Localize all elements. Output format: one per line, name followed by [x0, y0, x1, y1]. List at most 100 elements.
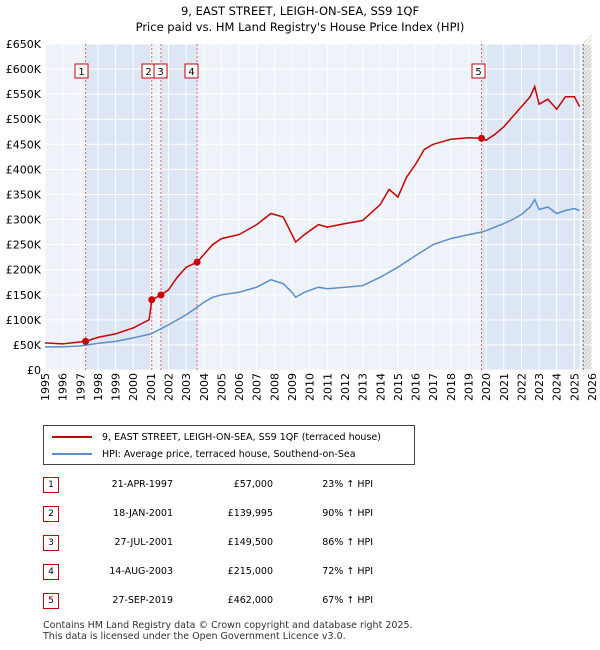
- future-hatch: [582, 194, 593, 205]
- sale-number-cell: 4: [43, 557, 83, 586]
- x-tick-label: 2014: [374, 373, 387, 401]
- future-hatch: [582, 82, 593, 93]
- x-tick-label: 2002: [163, 373, 176, 401]
- future-hatch: [582, 306, 593, 317]
- future-hatch: [582, 310, 593, 321]
- future-hatch: [582, 318, 593, 329]
- future-hatch: [582, 362, 593, 373]
- x-tick-label: 2026: [586, 373, 599, 401]
- sale-marker-badge: 5: [43, 592, 59, 609]
- future-hatch: [582, 230, 593, 241]
- y-tick-label: £50K: [13, 339, 42, 352]
- price-chart: 9, EAST STREET, LEIGH-ON-SEA, SS9 1QF Pr…: [6, 4, 599, 401]
- sale-label: 5: [475, 67, 481, 78]
- future-hatch: [582, 190, 593, 201]
- sale-price: £139,995: [227, 508, 273, 519]
- future-hatch: [582, 246, 593, 257]
- future-hatch: [582, 354, 593, 365]
- footer-copyright: Contains HM Land Registry data © Crown c…: [43, 620, 413, 631]
- future-hatch: [582, 106, 593, 117]
- x-tick-label: 2003: [180, 373, 193, 401]
- future-hatch: [582, 298, 593, 309]
- shaded-period: [160, 44, 198, 370]
- y-tick-label: £550K: [6, 88, 42, 101]
- future-hatch: [582, 346, 593, 357]
- future-hatch: [582, 210, 593, 221]
- future-hatch: [582, 170, 593, 181]
- sale-hpi-change: 67% ↑ HPI: [322, 595, 373, 606]
- sale-marker-badge: 3: [43, 534, 59, 551]
- sale-marker-badge: 4: [43, 563, 59, 580]
- sale-point: [193, 258, 201, 266]
- sale-date: 27-JUL-2001: [114, 537, 173, 548]
- future-hatch: [582, 34, 593, 45]
- future-region: [583, 44, 592, 370]
- sale-date: 14-AUG-2003: [109, 566, 173, 577]
- future-hatch: [582, 162, 593, 173]
- sale-price: £215,000: [227, 566, 273, 577]
- y-tick-label: £500K: [6, 113, 42, 126]
- future-hatch: [582, 202, 593, 213]
- sales-row: 5 27-SEP-2019 £462,000 67% ↑ HPI: [43, 586, 373, 615]
- future-hatch: [582, 134, 593, 145]
- y-tick-label: £650K: [6, 38, 42, 51]
- x-tick-label: 2019: [462, 373, 475, 401]
- future-hatch: [582, 166, 593, 177]
- future-hatch: [582, 258, 593, 269]
- future-hatch: [582, 198, 593, 209]
- sale-number-cell: 2: [43, 499, 83, 528]
- future-hatch: [582, 250, 593, 261]
- x-tick-label: 2025: [568, 373, 581, 401]
- sales-row: 2 18-JAN-2001 £139,995 90% ↑ HPI: [43, 499, 373, 528]
- sale-label: 4: [188, 67, 194, 78]
- future-hatch: [582, 138, 593, 149]
- future-hatch: [582, 94, 593, 105]
- future-hatch: [582, 70, 593, 81]
- x-tick-label: 2023: [533, 373, 546, 401]
- future-hatch: [582, 302, 593, 313]
- future-hatch: [582, 290, 593, 301]
- x-tick-label: 2000: [127, 373, 140, 401]
- x-tick-label: 2001: [145, 373, 158, 401]
- sale-number-cell: 1: [43, 470, 83, 499]
- sale-date: 27-SEP-2019: [112, 595, 173, 606]
- sale-number-cell: 5: [43, 586, 83, 615]
- future-hatch: [582, 206, 593, 217]
- sale-label-box: [471, 63, 486, 79]
- sale-point: [82, 337, 90, 345]
- future-hatch: [582, 118, 593, 129]
- future-hatch: [582, 238, 593, 249]
- sale-point: [478, 134, 486, 142]
- future-hatch: [582, 174, 593, 185]
- x-tick-label: 2015: [392, 373, 405, 401]
- future-hatch: [582, 62, 593, 73]
- x-tick-label: 2010: [304, 373, 317, 401]
- future-hatch: [582, 102, 593, 113]
- future-hatch: [582, 294, 593, 305]
- x-tick-label: 2004: [198, 373, 211, 401]
- future-hatch: [582, 254, 593, 265]
- x-tick-label: 2007: [251, 373, 264, 401]
- y-tick-label: £100K: [6, 314, 42, 327]
- x-tick-label: 2009: [286, 373, 299, 401]
- future-hatch: [582, 222, 593, 233]
- sale-date: 21-APR-1997: [111, 479, 173, 490]
- future-hatch: [582, 270, 593, 281]
- sales-row: 1 21-APR-1997 £57,000 23% ↑ HPI: [43, 470, 373, 499]
- x-tick-label: 1995: [39, 373, 52, 401]
- future-hatch: [582, 366, 593, 377]
- chart-title: 9, EAST STREET, LEIGH-ON-SEA, SS9 1QF: [181, 4, 419, 18]
- x-tick-label: 1996: [57, 373, 70, 401]
- sale-label: 2: [145, 67, 151, 78]
- future-hatch: [582, 78, 593, 89]
- sale-hpi-change: 90% ↑ HPI: [322, 508, 373, 519]
- x-tick-label: 2016: [410, 373, 423, 401]
- x-tick-label: 1999: [110, 373, 123, 401]
- future-hatch: [582, 150, 593, 161]
- y-tick-label: £200K: [6, 264, 42, 277]
- legend-label-hpi: HPI: Average price, terraced house, Sout…: [102, 448, 356, 460]
- x-tick-label: 1998: [92, 373, 105, 401]
- sale-hpi-change: 86% ↑ HPI: [322, 537, 373, 548]
- future-hatch: [582, 154, 593, 165]
